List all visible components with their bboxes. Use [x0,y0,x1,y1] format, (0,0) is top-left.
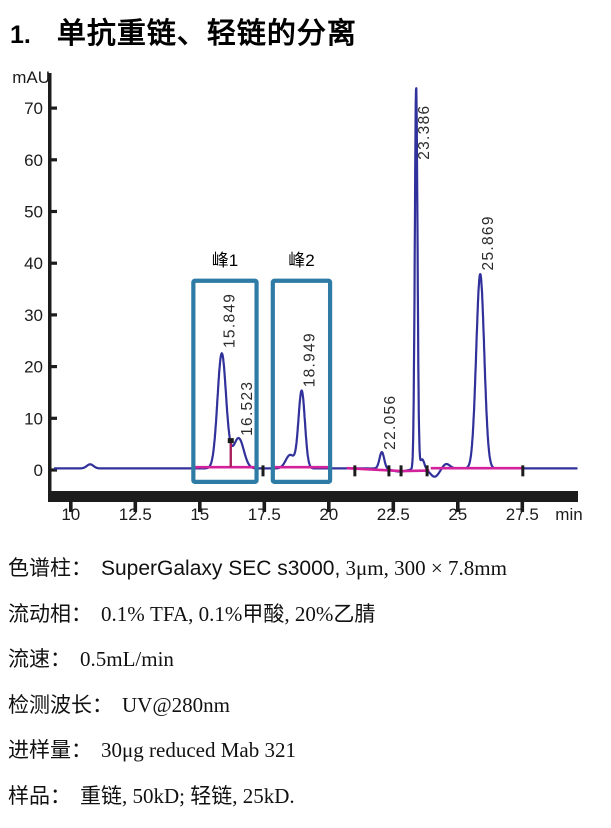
peak-region-label: 峰1 [212,251,238,270]
integration-mark [425,465,429,477]
spec-line-mobile-phase: 流动相： 0.1% TFA, 0.1%甲酸, 20%乙腈 [8,592,606,638]
valley-marker [227,438,234,444]
chromatogram: 0 10 20 30 40 50 60 70 mAU 10 12.5 15 17.5 20 22.5 25 27… [0,58,611,545]
y-tick-label: 30 [24,306,43,325]
x-axis-tick [391,502,396,512]
x-tick-label: 25 [448,505,467,524]
x-axis-tick [327,502,331,512]
peak-retention-label: 25.869 [480,215,497,270]
spec-label: 流动相： [8,601,92,626]
spec-line-flow-rate: 流速： 0.5mL/min [8,637,606,683]
spec-value: 30μg reduced Mab 321 [101,738,296,762]
title-number: 1. [10,21,31,49]
spec-line-sample: 样品： 重链, 50kD; 轻链, 25kD. [8,774,606,820]
x-axis-tick [69,502,73,512]
y-axis-title: mAU [12,68,50,87]
peak-retention-label: 15.849 [222,293,239,348]
y-axis-tick [51,158,57,162]
y-tick-label: 70 [24,99,43,118]
y-tick-label: 0 [34,461,43,480]
x-axis-tick [133,502,138,512]
spec-line-injection: 进样量： 30μg reduced Mab 321 [8,728,606,774]
y-axis-tick [51,468,57,472]
integration-mark [399,465,403,477]
x-tick-label: 27.5 [506,505,539,524]
y-axis-tick [51,106,57,110]
x-tick-label: 15 [190,505,209,524]
x-tick-label: 17.5 [248,505,281,524]
spec-value: 0.1% TFA, 0.1%甲酸, 20%乙腈 [101,601,376,626]
y-tick-label: 40 [24,254,43,273]
x-axis-tick [520,502,525,512]
spec-line-column: 色谱柱： SuperGalaxy SEC s3000, 3μm, 300 × 7.… [8,546,606,592]
y-tick-label: 60 [24,151,43,170]
y-axis-tick [51,261,57,265]
y-axis-tick [51,416,57,420]
integration-mark [521,465,525,477]
spec-value: 重链, 50kD; 轻链, 25kD. [80,783,295,808]
spec-line-detection: 检测波长： UV@280nm [8,683,606,729]
integration-mark [261,465,265,477]
x-axis-tick [456,502,460,512]
x-axis-tick [198,502,202,512]
spec-label: 流速： [8,647,71,671]
x-tick-label: 10 [61,505,80,524]
y-axis-tick [51,209,57,214]
peak-retention-label: 22.056 [382,395,399,450]
y-axis-tick [51,365,57,369]
x-tick-label: 12.5 [119,505,152,524]
y-tick-label: 20 [24,358,43,377]
peak-region-box [270,278,333,484]
y-tick-label: 10 [24,409,43,428]
peak-retention-label: 18.949 [302,332,319,387]
peak-region-box [191,278,259,484]
y-axis-tick [51,313,57,317]
x-axis-bar [48,491,578,502]
x-axis-tick [262,502,267,512]
spec-label: 检测波长： [8,692,113,717]
y-axis-line [48,73,52,502]
page-title: 1. 单抗重链、轻链的分离 [10,10,600,52]
spec-value: SuperGalaxy SEC s3000, [101,557,341,580]
title-text: 单抗重链、轻链的分离 [56,18,357,50]
spec-value: 0.5mL/min [80,647,174,671]
peak-retention-label: 16.523 [239,381,256,436]
x-axis-unit-label: min [555,505,582,524]
x-tick-label: 20 [319,505,338,524]
x-tick-label: 22.5 [377,505,410,524]
integration-mark [387,465,391,477]
spec-value: UV@280nm [122,692,231,717]
y-tick-label: 50 [24,203,43,222]
spec-label: 样品： [8,783,71,808]
integration-mark [353,465,357,477]
chromatogram-svg: 0 10 20 30 40 50 60 70 mAU 10 12.5 15 17.5 20 22.5 25 27… [12,68,582,524]
spec-value: 3μm, 300 × 7.8mm [340,556,507,580]
spec-list: 色谱柱： SuperGalaxy SEC s3000, 3μm, 300 × 7.… [8,546,606,819]
spec-label: 色谱柱： [8,556,92,580]
integration-baseline [402,469,430,473]
peak-region-label: 峰2 [288,251,314,270]
peak-retention-label: 23.386 [416,105,433,160]
spec-label: 进样量： [8,738,92,762]
